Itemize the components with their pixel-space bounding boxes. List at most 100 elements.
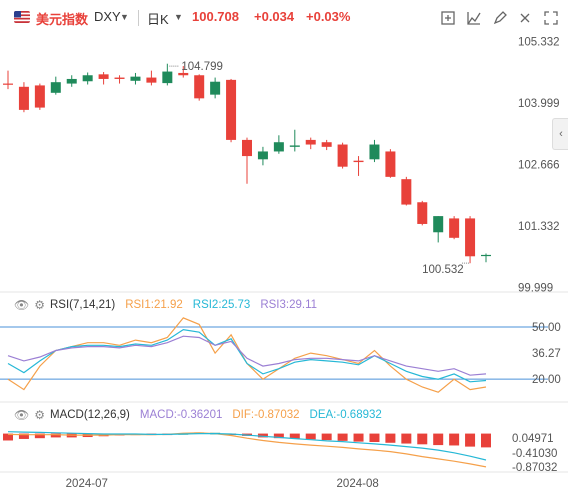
dif-legend: DIF:-0.87032 xyxy=(232,409,300,421)
settings-icon[interactable] xyxy=(515,8,535,28)
macd-bar xyxy=(273,433,284,439)
candle xyxy=(114,77,125,79)
chart-header: 美元指数 DXY ▼ 日K ▼ 100.708 +0.034 +0.03% xyxy=(0,0,568,36)
fullscreen-icon[interactable] xyxy=(541,8,561,28)
high-label: 104.799 xyxy=(181,61,223,73)
rsi-tick-label: 36.27 xyxy=(532,348,561,360)
candle xyxy=(162,71,173,84)
indicator-icon[interactable] xyxy=(464,8,484,28)
dea-legend: DEA:-0.68932 xyxy=(309,409,382,421)
macd-title: MACD(12,26,9) xyxy=(50,409,130,421)
macd-tick-label: 0.04971 xyxy=(512,433,554,445)
macd-bar xyxy=(3,433,13,441)
candle xyxy=(66,78,77,84)
us-flag-icon xyxy=(14,11,30,23)
rsi-tick-label: 20.00 xyxy=(532,374,561,386)
rsi-line-rsi3 xyxy=(7,335,487,376)
candle xyxy=(146,77,157,83)
last-price: 100.708 xyxy=(192,9,239,24)
period-selector[interactable]: 日K xyxy=(147,12,169,27)
candle xyxy=(481,254,491,257)
compare-icon[interactable] xyxy=(438,8,458,28)
macd-bar xyxy=(257,433,268,438)
price-change: +0.034 xyxy=(254,9,295,24)
macd-tick-label: -0.87032 xyxy=(512,462,557,474)
candle xyxy=(178,72,189,76)
rsi-title: RSI(7,14,21) xyxy=(50,299,116,311)
candle xyxy=(98,74,109,79)
candle xyxy=(50,82,61,93)
macd-bar xyxy=(401,433,412,444)
eye-icon[interactable]: 👁 xyxy=(14,298,30,312)
candle xyxy=(210,81,221,95)
header-divider xyxy=(138,10,139,26)
rsi-line-rsi2 xyxy=(7,328,487,383)
candle xyxy=(305,139,316,145)
candle xyxy=(353,160,364,163)
macd-legend: 👁 ⚙ MACD(12,26,9) MACD:-0.36201 DIF:-0.8… xyxy=(14,408,382,422)
dif-line xyxy=(7,432,487,468)
macd-bar xyxy=(433,433,444,446)
candle xyxy=(194,75,205,99)
y-tick-label: 99.999 xyxy=(518,283,553,295)
candle xyxy=(18,86,29,110)
x-tick-label: 2024-07 xyxy=(66,478,108,490)
macd-value-legend: MACD:-0.36201 xyxy=(139,409,223,421)
macd-bar xyxy=(305,433,316,440)
eye-icon[interactable]: 👁 xyxy=(14,408,30,422)
side-panel-toggle[interactable]: ‹ xyxy=(552,118,568,150)
dea-line xyxy=(7,431,487,461)
candle xyxy=(273,142,284,152)
symbol-code[interactable]: DXY xyxy=(94,9,121,24)
candle xyxy=(3,83,13,85)
symbol-name[interactable]: 美元指数 xyxy=(36,12,89,27)
macd-bar xyxy=(385,433,396,443)
y-tick-label: 101.332 xyxy=(518,221,560,233)
period-dropdown-icon[interactable]: ▼ xyxy=(174,12,183,22)
price-change-pct: +0.03% xyxy=(306,9,351,24)
candle xyxy=(289,145,300,147)
gear-icon[interactable]: ⚙ xyxy=(34,298,45,312)
macd-bar xyxy=(465,433,476,447)
macd-bar xyxy=(321,433,332,441)
candle xyxy=(385,151,396,177)
macd-bar xyxy=(34,433,45,439)
macd-bar xyxy=(481,433,491,448)
candle xyxy=(321,142,332,147)
rsi-line-rsi1 xyxy=(7,317,487,393)
candle xyxy=(401,179,412,205)
x-tick-label: 2024-08 xyxy=(337,478,379,490)
candle xyxy=(449,218,460,238)
candle xyxy=(130,76,141,81)
candle xyxy=(82,75,93,82)
macd-bar xyxy=(353,433,364,442)
candle xyxy=(337,144,348,167)
candle xyxy=(433,216,444,233)
draw-icon[interactable] xyxy=(490,8,510,28)
gear-icon[interactable]: ⚙ xyxy=(34,408,45,422)
macd-bar xyxy=(417,433,428,445)
macd-bar xyxy=(369,433,380,443)
candle xyxy=(226,79,237,140)
macd-bar xyxy=(289,433,300,439)
y-tick-label: 102.666 xyxy=(518,160,560,172)
candle xyxy=(257,151,268,160)
chevron-left-icon[interactable]: ‹ xyxy=(559,128,563,140)
symbol-dropdown-icon[interactable]: ▼ xyxy=(120,12,129,22)
macd-bar xyxy=(337,433,348,441)
low-label: 100.532 xyxy=(422,264,464,276)
macd-bar xyxy=(50,433,61,438)
candle xyxy=(242,139,252,157)
macd-bar xyxy=(449,433,460,446)
rsi-tick-label: 50.00 xyxy=(532,322,561,334)
rsi2-legend: RSI2:25.73 xyxy=(192,299,251,311)
rsi3-legend: RSI3:29.11 xyxy=(260,299,318,311)
candle xyxy=(417,202,428,224)
candle xyxy=(34,85,45,108)
y-tick-label: 105.332 xyxy=(518,36,560,48)
candle xyxy=(465,218,476,257)
rsi1-legend: RSI1:21.92 xyxy=(125,299,183,311)
y-tick-label: 103.999 xyxy=(518,98,560,110)
macd-bar xyxy=(18,433,29,439)
